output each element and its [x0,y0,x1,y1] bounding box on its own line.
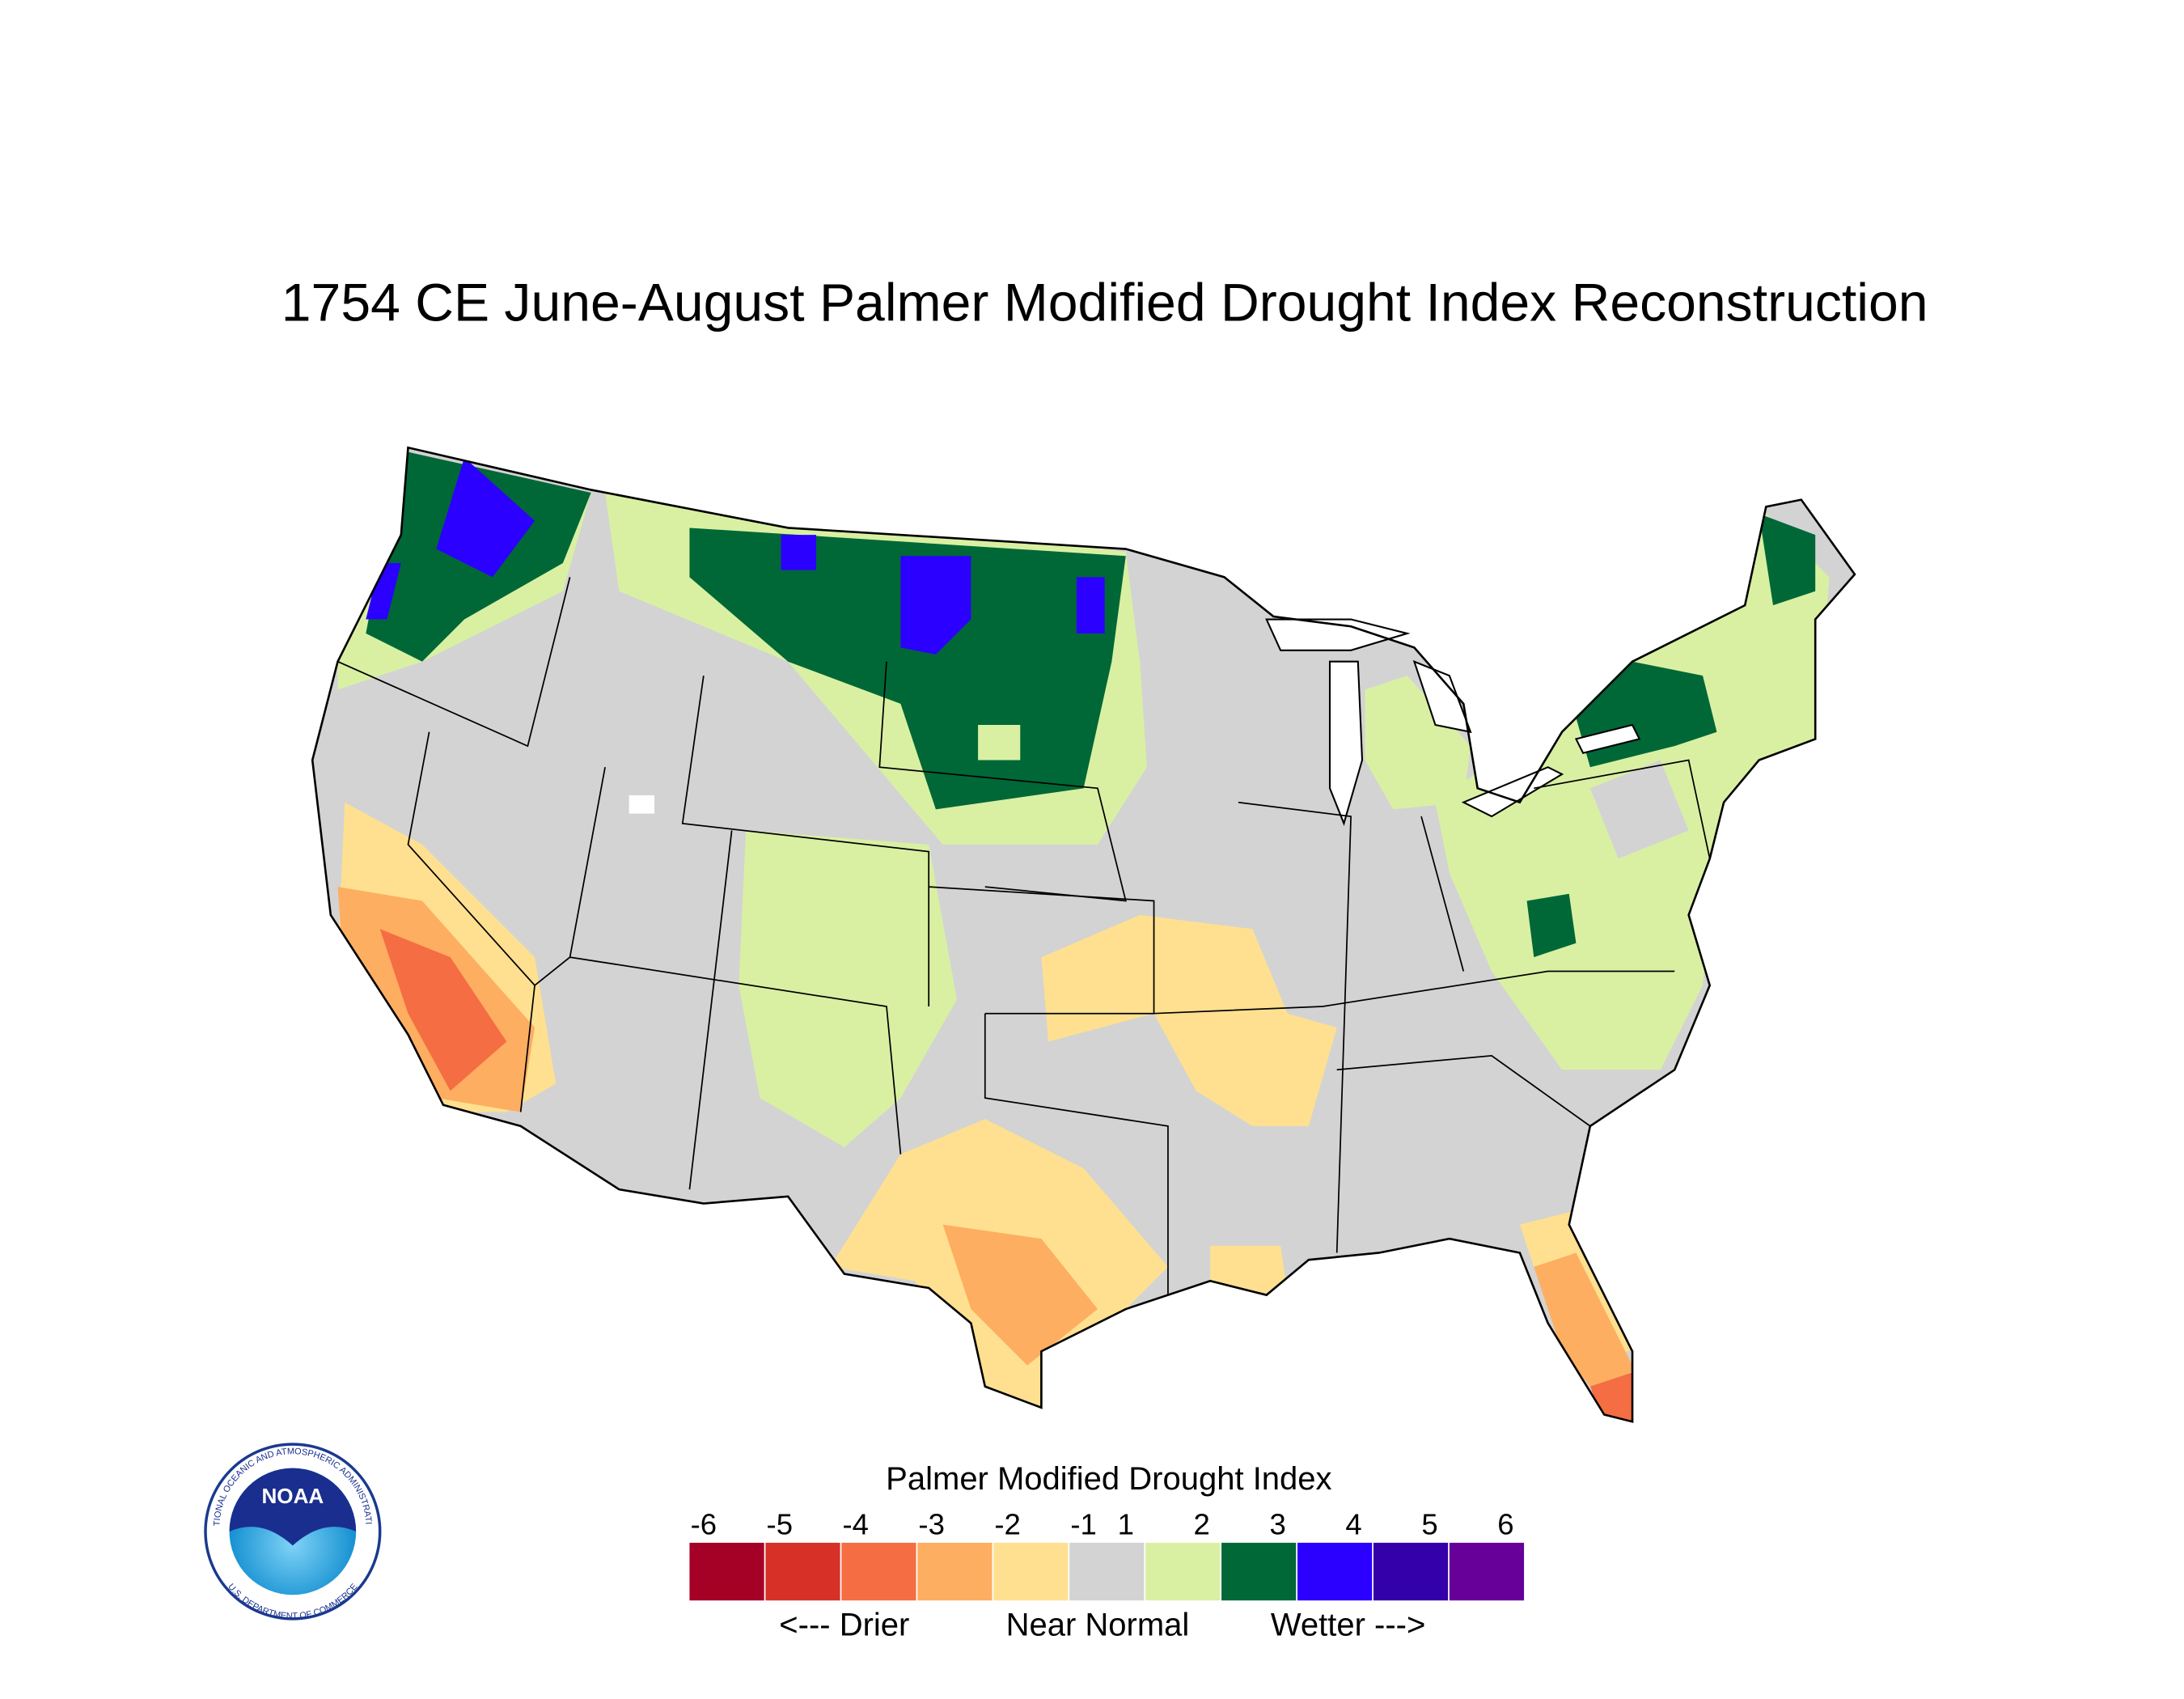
legend-swatch [1373,1542,1449,1601]
border [407,731,535,1112]
border [984,1013,1169,1295]
region [1210,1245,1288,1295]
logo-top [229,1468,357,1546]
legend-label: Near Normal [1006,1608,1190,1643]
legend-tick-label: 2 [1194,1507,1210,1540]
us-outline [311,446,1856,1423]
region [978,725,1021,761]
region [1589,760,1689,859]
legend-swatch [917,1542,993,1601]
lake [1265,618,1411,651]
region [739,830,957,1147]
legend-swatch [689,1542,764,1601]
region [1526,893,1577,958]
border [1336,1054,1591,1127]
region [781,535,817,570]
legend-tick-label: -6 [691,1507,717,1540]
legend-swatch [765,1542,840,1601]
lake [1574,723,1641,755]
legend-label: Wetter ---> [1271,1608,1426,1643]
legend-tick-label: -3 [918,1507,944,1540]
drought-regions [337,450,1830,1422]
border [1153,970,1675,1015]
legend-swatch [1221,1542,1297,1601]
region [942,1224,1098,1366]
region [1365,676,1471,810]
border [569,956,902,1155]
legend: Palmer Modified Drought Index -6 -5 -4 -3 -2… [689,1461,1525,1643]
logo-text: NOAA [261,1484,324,1508]
border [929,886,1155,1015]
legend-label: <--- Drier [779,1608,909,1643]
legend-swatch [1449,1542,1525,1601]
legend-tick-label: -5 [767,1507,793,1540]
us-land [312,447,1855,1422]
legend-tick-label: -2 [994,1507,1020,1540]
border [1534,759,1711,859]
region [436,457,535,578]
legend-tick-label: 6 [1497,1507,1513,1540]
legend-swatch [1145,1542,1221,1601]
lake [1461,766,1564,818]
legend-title: Palmer Modified Drought Index [886,1461,1331,1497]
border [1420,816,1465,972]
legend-swatch [1297,1542,1373,1601]
region [629,795,654,814]
border [688,830,733,1190]
region [1041,914,1337,1126]
region [1534,1252,1633,1422]
lake [1412,659,1472,734]
region [1076,577,1105,633]
region [1759,514,1816,606]
legend-swatch [1069,1542,1145,1601]
legend-tick-label: 4 [1345,1507,1361,1540]
legend-tick-label: 3 [1269,1507,1285,1540]
us-map [311,446,1856,1423]
lake [1328,660,1364,827]
region [366,562,401,620]
state-borders [337,577,1711,1295]
legend-swatch [841,1542,916,1601]
legend-tick-label: 1 [1118,1507,1134,1540]
legend-swatch [993,1542,1069,1601]
border [681,676,930,1006]
region [900,556,971,655]
great-lakes [1265,618,1641,827]
border [1238,801,1352,1253]
title: 1754 CE June-August Palmer Modified Drou… [281,273,1928,333]
legend-tick-label: -4 [842,1507,868,1540]
legend-tick-label: -1 [1070,1507,1096,1540]
legend-tick-label: 5 [1421,1507,1437,1540]
border [337,577,571,748]
region [379,929,507,1091]
